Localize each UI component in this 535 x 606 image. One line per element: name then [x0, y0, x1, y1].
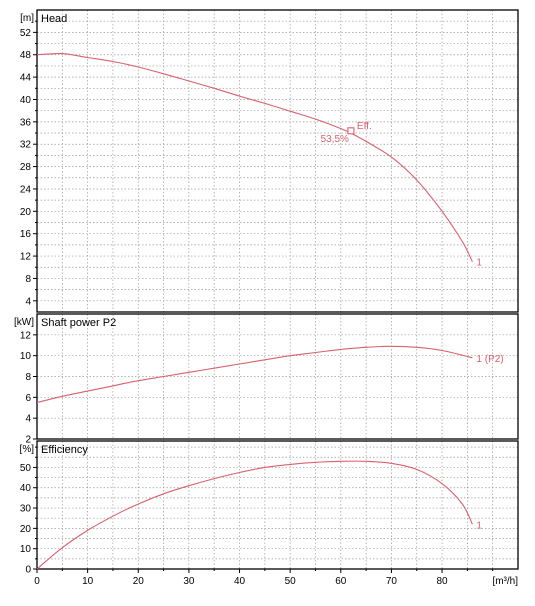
y-tick-label: 8: [25, 274, 31, 285]
x-tick-label: 80: [436, 576, 448, 587]
y-tick-label: 52: [20, 28, 32, 39]
y-tick-label: 24: [20, 184, 32, 195]
grid-vertical: [61, 441, 494, 569]
y-tick-label: 40: [20, 95, 32, 106]
x-tick-label: 70: [386, 576, 398, 587]
panel-title: Efficiency: [41, 444, 88, 456]
y-tick-label: 36: [20, 117, 32, 128]
panel-power: 2 4 6 8 10 12 [kW] Shaft power P2 1 (P2): [14, 313, 519, 446]
y-tick-label: 10: [20, 544, 32, 555]
panel-efficiency: 0 10 20 30 40 50 [%] Efficiency 1: [20, 440, 519, 576]
x-tick-label: 0: [34, 576, 40, 587]
y-tick-label: 20: [20, 207, 32, 218]
series-line: [36, 345, 473, 404]
y-tick-label: 2: [25, 435, 31, 446]
series-label: 1: [476, 258, 482, 269]
panel-title: Head: [41, 13, 67, 25]
efficiency-marker: [347, 127, 355, 135]
y-unit-label: [kW]: [14, 317, 34, 328]
marker-value: 53,5%: [321, 134, 349, 145]
series-label: 1 (P2): [476, 354, 503, 365]
plot-frame: [36, 9, 519, 313]
grid-horizontal: [37, 446, 518, 560]
y-tick-label: 50: [20, 463, 32, 474]
plot-frame: [36, 440, 519, 570]
y-tick-label: 4: [25, 414, 31, 425]
x-tick-label: 30: [183, 576, 195, 587]
y-tick-label: 0: [25, 565, 31, 576]
plot-frame: [36, 313, 519, 440]
y-axis: 2 4 6 8 10 12: [20, 330, 37, 446]
y-tick-label: 10: [20, 351, 32, 362]
y-tick-label: 12: [20, 330, 32, 341]
x-tick-label: 10: [82, 576, 94, 587]
y-tick-label: 4: [25, 296, 31, 307]
y-tick-label: 40: [20, 483, 32, 494]
y-tick-label: 32: [20, 140, 32, 151]
x-axis: 0 10 20 30 40 50 60 70 80 [m³/h]: [34, 569, 518, 587]
grid-horizontal: [37, 20, 518, 302]
y-tick-label: 48: [20, 50, 32, 61]
y-unit-label: [%]: [20, 444, 35, 455]
y-tick-label: 20: [20, 524, 32, 535]
y-tick-label: 6: [25, 393, 31, 404]
series-line: [36, 460, 473, 570]
x-tick-label: 50: [285, 576, 297, 587]
grid-horizontal: [37, 334, 518, 419]
y-tick-label: 28: [20, 162, 32, 173]
marker-label: Eff.: [357, 121, 372, 132]
y-tick-label: 12: [20, 252, 32, 263]
grid-vertical: [61, 314, 494, 439]
x-tick-label: 40: [234, 576, 246, 587]
grid-vertical: [61, 10, 494, 312]
x-tick-label: 20: [133, 576, 145, 587]
y-tick-label: 8: [25, 372, 31, 383]
y-tick-label: 16: [20, 229, 32, 240]
series-line: [36, 52, 473, 262]
x-unit-label: [m³/h]: [492, 576, 518, 587]
y-tick-label: 30: [20, 504, 32, 515]
y-tick-label: 44: [20, 73, 32, 84]
y-unit-label: [m]: [20, 13, 34, 24]
x-tick-label: 60: [335, 576, 347, 587]
y-axis: 0 10 20 30 40 50: [20, 446, 37, 576]
series-label: 1: [476, 520, 482, 531]
panel-title: Shaft power P2: [41, 317, 116, 329]
